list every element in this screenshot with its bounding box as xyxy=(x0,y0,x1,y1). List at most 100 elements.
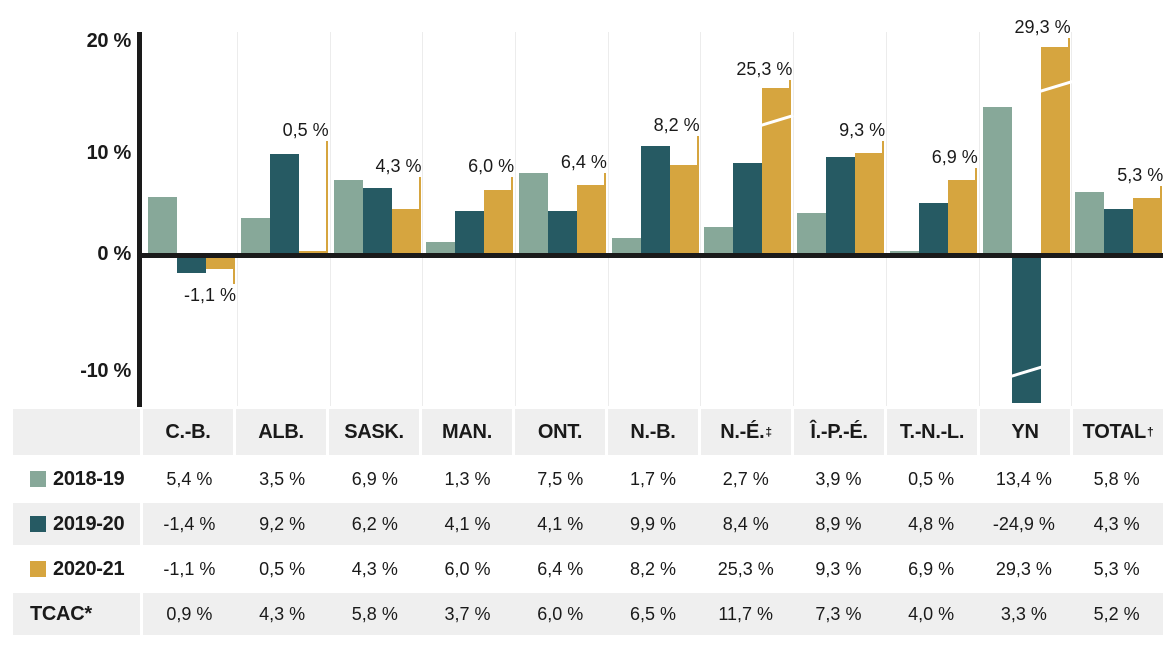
y-axis-tick-label: -10 % xyxy=(80,360,131,382)
table-row-band: 0,9 % 4,3 % 5,8 % 3,7 % 6,0 % 6,5 % 11,7 % 7,3 … xyxy=(143,593,1163,635)
table-cell: 6,9 % xyxy=(351,468,398,489)
legend-swatch-2020-21 xyxy=(30,561,46,577)
row-label: TCAC* xyxy=(30,602,92,625)
bar-2018-19-ALB. xyxy=(240,217,270,257)
callout-leader-line xyxy=(233,269,235,284)
row-label-cell: TCAC* xyxy=(13,593,140,635)
data-label: 29,3 % xyxy=(1014,17,1071,37)
table-cell: 3,9 % xyxy=(815,468,862,489)
y-axis-tick-label: 0 % xyxy=(97,243,131,265)
table-cell: 6,0 % xyxy=(537,603,584,624)
data-label: 6,9 % xyxy=(931,147,978,167)
bar-2018-19-TOTAL xyxy=(1075,192,1105,257)
data-label: 25,3 % xyxy=(736,59,793,79)
bar-2018-19-SASK. xyxy=(333,179,363,257)
table-cell: 4,3 % xyxy=(1093,513,1140,534)
x-axis-zero-line xyxy=(137,253,1163,258)
legend-swatch-2019-20 xyxy=(30,516,46,532)
bar-2019-20-TOTAL xyxy=(1104,208,1134,257)
table-header-cell-C.-B.: C.-B. xyxy=(143,409,233,455)
bar-2020-21-TOTAL xyxy=(1133,197,1163,257)
table-cell: 1,3 % xyxy=(444,468,491,489)
bar-2019-20-Î.-P.-É. xyxy=(826,157,856,257)
table-header-cell-T.-N.-L.: T.-N.-L. xyxy=(887,409,977,455)
table-cell: 29,3 % xyxy=(995,558,1052,579)
bar-2019-20-YN xyxy=(1011,257,1041,403)
bar-2020-21-MAN. xyxy=(484,189,514,257)
callout-leader-line xyxy=(789,80,792,88)
header-label: Î.-P.-É. xyxy=(810,420,868,443)
category-separator-gridline xyxy=(885,32,887,406)
callout-leader-line xyxy=(1160,186,1163,198)
bar-2019-20-SASK. xyxy=(362,187,392,257)
table-cell: 3,3 % xyxy=(1000,603,1047,624)
table-cell: 13,4 % xyxy=(995,468,1052,489)
legend-swatch-2018-19 xyxy=(30,471,46,487)
table-header-cell-ALB.: ALB. xyxy=(236,409,326,455)
table-row-band: 5,4 % 3,5 % 6,9 % 1,3 % 7,5 % 1,7 % 2,7 % 3,9 %… xyxy=(143,458,1163,500)
category-separator-gridline xyxy=(514,32,516,406)
table-header-cell-N.-B.: N.-B. xyxy=(608,409,698,455)
data-label: 4,3 % xyxy=(375,156,422,176)
category-separator-gridline xyxy=(607,32,609,406)
table-cell: 0,5 % xyxy=(259,558,306,579)
header-label: MAN. xyxy=(442,420,492,443)
bar-2018-19-Î.-P.-É. xyxy=(797,213,827,257)
category-separator-gridline xyxy=(329,32,331,406)
bar-2020-21-SASK. xyxy=(391,208,421,257)
table-row-2019-20: 2019-20 -1,4 % 9,2 % 6,2 % 4,1 % 4,1 % 9,9 % 8,… xyxy=(13,503,1163,545)
table-cell: 5,3 % xyxy=(1093,558,1140,579)
table-cell: 4,1 % xyxy=(537,513,584,534)
y-axis-tick-label: 10 % xyxy=(86,142,132,164)
category-separator-gridline xyxy=(236,32,238,406)
header-label: T.-N.-L. xyxy=(899,420,965,443)
table-cell: 6,4 % xyxy=(537,558,584,579)
header-label: ALB. xyxy=(258,420,304,443)
table-header-cell-Î.-P.-É.: Î.-P.-É. xyxy=(794,409,884,455)
table-row-2020-21: 2020-21 -1,1 % 0,5 % 4,3 % 6,0 % 6,4 % 8,2 % 25… xyxy=(13,548,1163,590)
table-header-cell-SASK.: SASK. xyxy=(329,409,419,455)
table-cell: 3,7 % xyxy=(444,603,491,624)
data-label: 0,5 % xyxy=(282,120,329,140)
category-separator-gridline xyxy=(700,32,702,406)
table-cell: 5,8 % xyxy=(1093,468,1140,489)
bar-2020-21-T.-N.-L. xyxy=(947,179,977,257)
bar-2019-20-ALB. xyxy=(269,154,299,257)
table-cell: 3,5 % xyxy=(259,468,306,489)
table-header-cell-YN: YN xyxy=(980,409,1070,455)
table-cell: 0,9 % xyxy=(166,603,213,624)
bar-2020-21-N.-B. xyxy=(669,165,699,257)
data-table: C.-B. ALB. SASK. MAN. ONT. N.-B. N.-É. ‡ Î.-P.-É… xyxy=(13,409,1163,635)
table-cell: 8,2 % xyxy=(629,558,676,579)
bar-2019-20-C.-B. xyxy=(177,257,206,273)
header-label: C.-B. xyxy=(165,420,211,443)
header-label: N.-B. xyxy=(630,420,676,443)
table-cell: 6,0 % xyxy=(444,558,491,579)
table-cell: -1,4 % xyxy=(163,513,216,534)
bar-2019-20-N.-B. xyxy=(640,146,670,257)
table-cell: 7,5 % xyxy=(537,468,584,489)
table-row-2018-19: 2018-19 5,4 % 3,5 % 6,9 % 1,3 % 7,5 % 1,7 % 2,7… xyxy=(13,458,1163,500)
table-cell: 9,9 % xyxy=(629,513,676,534)
data-label: 6,4 % xyxy=(560,152,607,172)
header-label: SASK. xyxy=(344,420,404,443)
row-label: 2018-19 xyxy=(53,467,125,490)
bar-2019-20-MAN. xyxy=(455,211,485,257)
bar-2020-21-ONT. xyxy=(576,185,606,257)
data-label: 5,3 % xyxy=(1117,165,1164,185)
table-cell: 9,3 % xyxy=(815,558,862,579)
header-label: YN xyxy=(1011,420,1039,443)
header-label: ONT. xyxy=(537,420,583,443)
data-label: 9,3 % xyxy=(839,120,886,140)
bar-2020-21-YN xyxy=(1040,47,1070,257)
table-cell: 0,5 % xyxy=(908,468,955,489)
callout-leader-line xyxy=(974,168,977,180)
table-cell: 25,3 % xyxy=(717,558,774,579)
table-header-row: C.-B. ALB. SASK. MAN. ONT. N.-B. N.-É. ‡ Î.-P.-É… xyxy=(13,409,1163,455)
table-header-cell-empty xyxy=(13,409,140,455)
callout-leader-line xyxy=(696,136,699,166)
data-label: -1,1 % xyxy=(183,285,236,305)
category-separator-gridline xyxy=(978,32,980,406)
table-cell: 2,7 % xyxy=(722,468,769,489)
table-cell: -1,1 % xyxy=(163,558,216,579)
